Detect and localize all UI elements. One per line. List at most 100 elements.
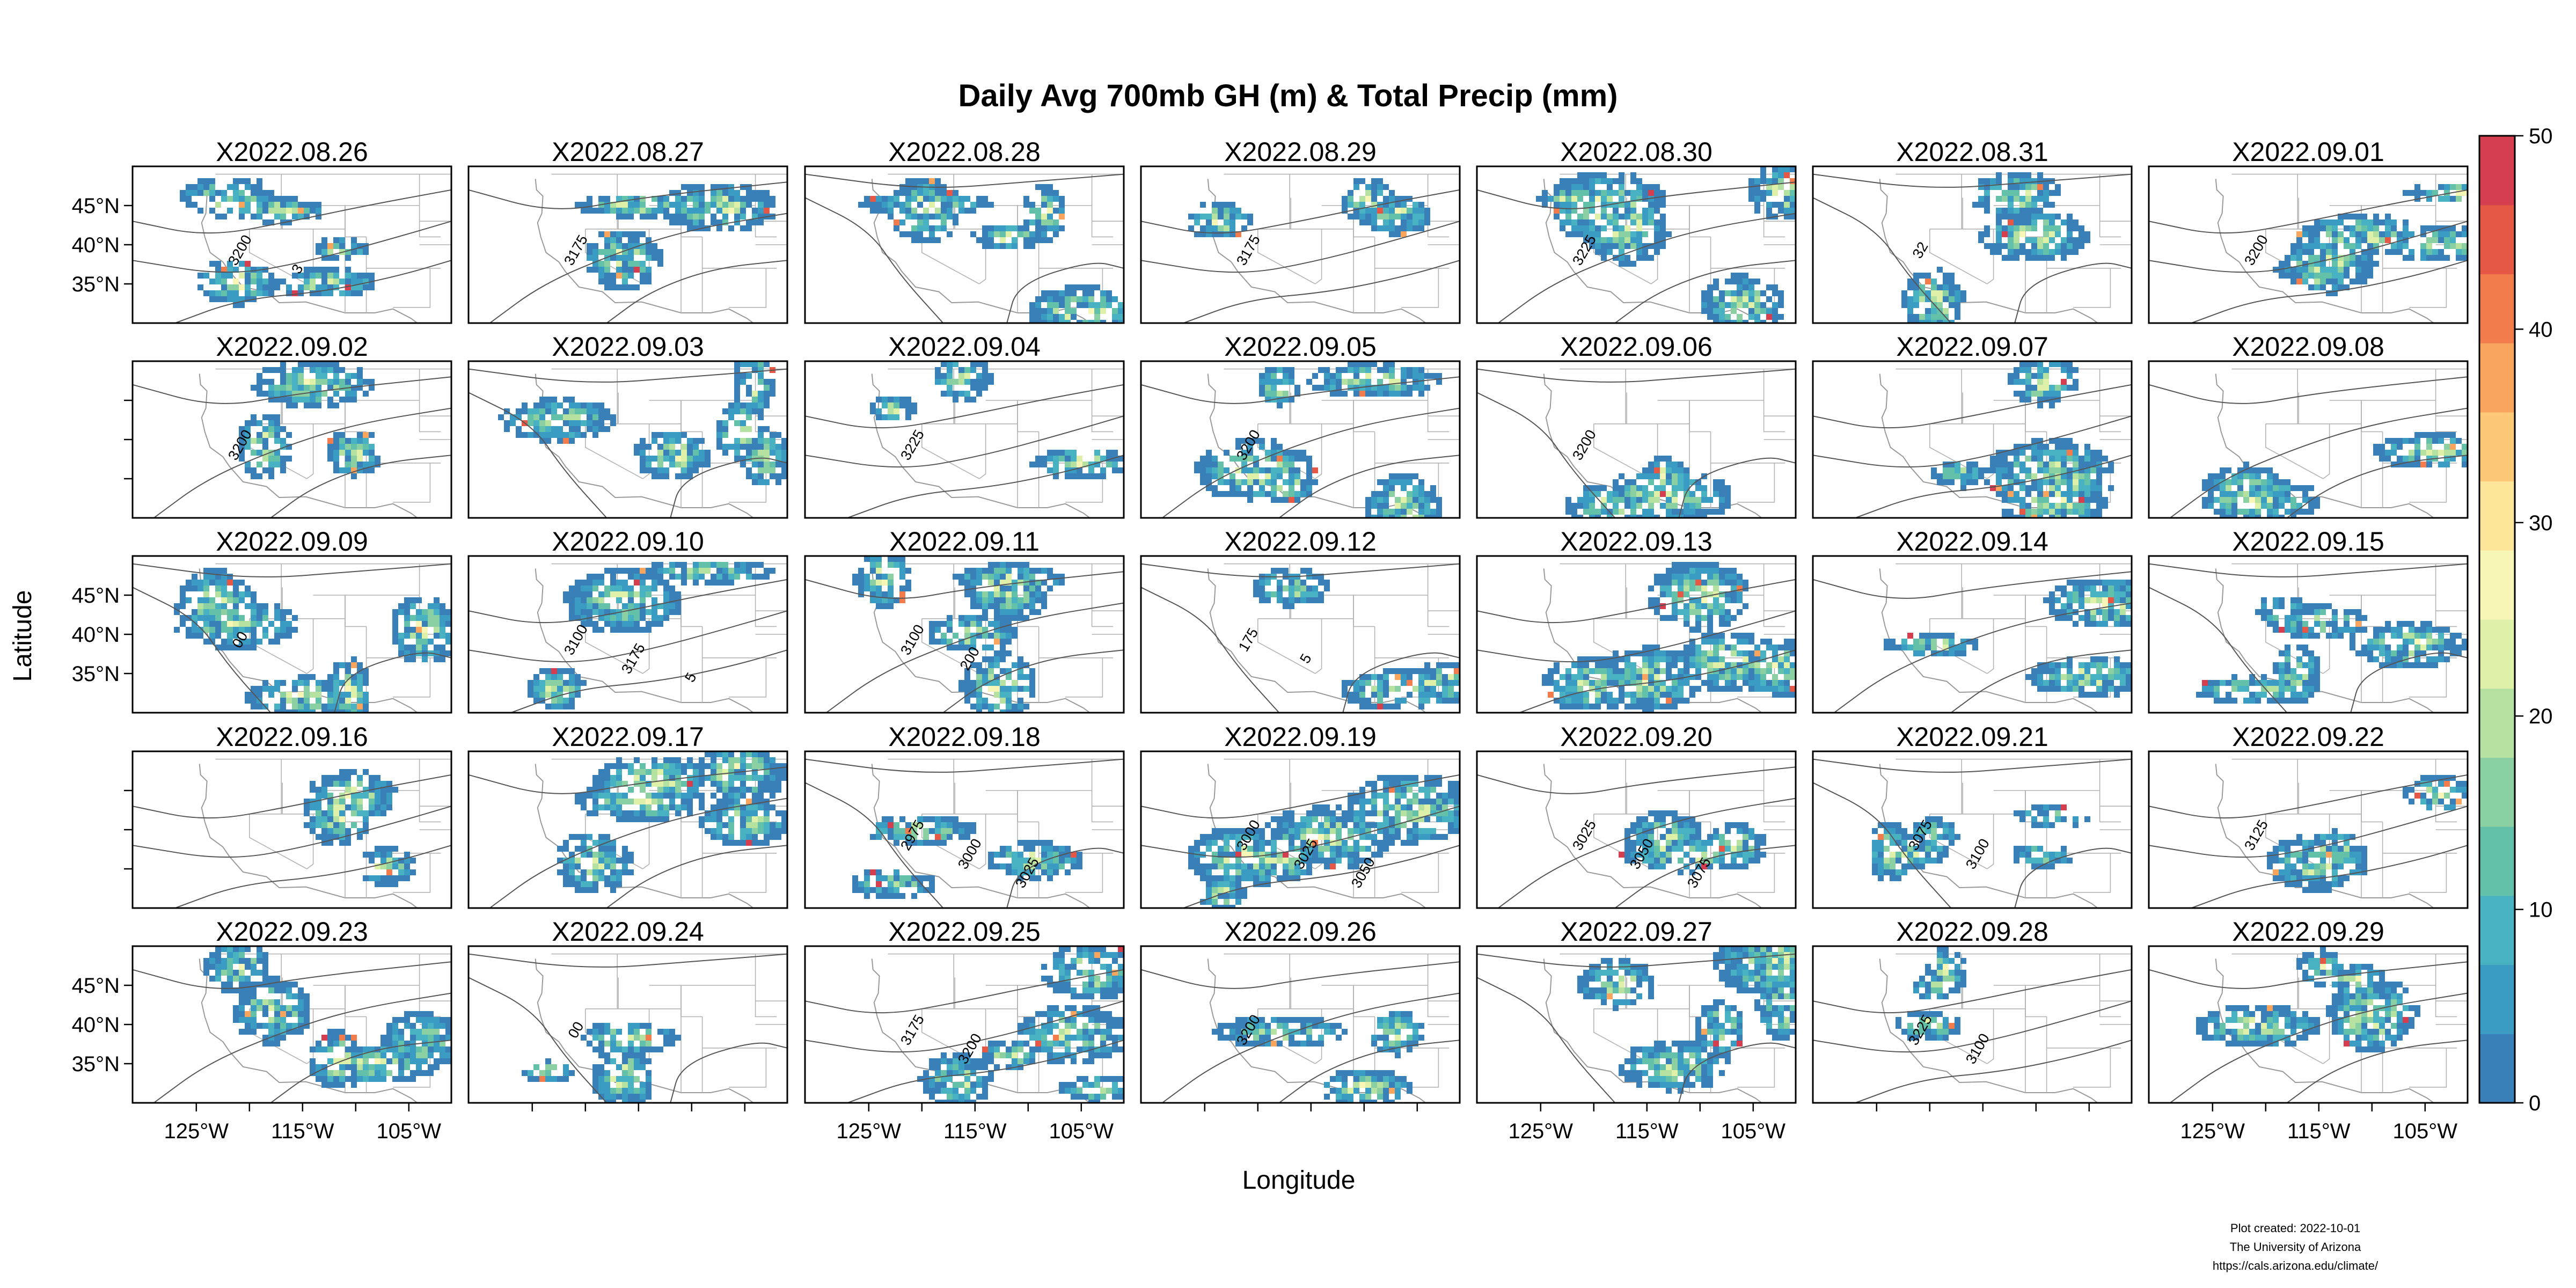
x-tick-label: 125°W: [164, 1119, 229, 1143]
panel-grid: X2022.08.263200345°N40°N35°NX2022.08.273…: [72, 137, 2469, 1143]
x-tick-label: 105°W: [2393, 1119, 2458, 1143]
panel-title: X2022.08.29: [1224, 137, 1377, 167]
colorbar-swatch: [2479, 895, 2515, 931]
panel-title: X2022.09.22: [2232, 722, 2384, 752]
gh-contours: [805, 384, 1124, 518]
panel-title: X2022.08.28: [888, 137, 1041, 167]
panel: X2022.09.29 125°W 115°W 105°W: [2148, 917, 2469, 1143]
precip-field: [1194, 361, 1442, 518]
panel: X2022.09.03: [467, 332, 788, 519]
precip-field: [203, 946, 451, 1088]
colorbar-swatch: [2479, 654, 2515, 689]
panel: X2022.09.08: [2148, 332, 2469, 519]
y-tick-label: 45°N: [72, 974, 120, 998]
panel-frame: [467, 945, 788, 1104]
panel-frame: [1140, 555, 1461, 714]
panel-title: X2022.08.30: [1560, 137, 1713, 167]
colorbar-swatch: [2479, 723, 2515, 758]
panel-title: X2022.09.20: [1560, 722, 1713, 752]
panel-title: X2022.09.25: [888, 917, 1041, 947]
panel-title: X2022.09.04: [888, 332, 1041, 362]
precip-field: [575, 184, 775, 290]
y-tick-label: 40°N: [72, 1013, 120, 1037]
colorbar-swatch: [2479, 1068, 2515, 1103]
panel-title: X2022.09.15: [2232, 526, 2384, 557]
state-borders: [535, 368, 787, 518]
colorbar-swatch: [2479, 239, 2515, 275]
colorbar-swatch: [2479, 826, 2515, 862]
x-tick-label: 115°W: [2287, 1119, 2351, 1143]
panel-title: X2022.09.26: [1224, 917, 1377, 947]
precip-field: [1565, 456, 1731, 518]
colorbar-swatch: [2479, 792, 2515, 827]
state-borders: [1543, 368, 1796, 518]
panel-title: X2022.09.28: [1896, 917, 2048, 947]
y-tick-label: 35°N: [72, 1052, 120, 1076]
gh-contours: [469, 953, 787, 1103]
panel-frame: [1140, 360, 1461, 519]
precip-field: [304, 769, 416, 887]
precip-field: [1212, 1011, 1424, 1103]
panel-frame: [1812, 750, 2133, 909]
colorbar-tick-label: 30: [2529, 511, 2553, 535]
colorbar-swatch: [2479, 412, 2515, 447]
panel-frame: [2148, 555, 2469, 714]
panel: X2022.09.14: [1812, 526, 2133, 714]
gh-contours: [469, 766, 787, 908]
panel-frame: [1812, 945, 2133, 1104]
colorbar-swatch: [2479, 584, 2515, 620]
precip-field: [1577, 946, 1796, 1094]
precip-field: [1188, 178, 1430, 237]
colorbar-swatch: [2479, 964, 2515, 1000]
panel-frame: [2148, 750, 2469, 909]
gh-contours: [1813, 571, 2132, 713]
colorbar-swatch: [2479, 170, 2515, 206]
x-tick-label: 125°W: [2180, 1119, 2245, 1143]
panel-title: X2022.08.31: [1896, 137, 2048, 167]
y-tick-label: 45°N: [72, 194, 120, 218]
panel: X2022.09.27 125°W 115°W 105°W: [1476, 917, 1797, 1143]
precip-field: [180, 178, 375, 308]
gh-contours: [805, 571, 1124, 713]
colorbar-swatch: [2479, 274, 2515, 309]
gh-contours: [469, 368, 787, 518]
y-tick-label: 40°N: [72, 623, 120, 647]
colorbar-tick-label: 0: [2529, 1092, 2541, 1115]
gh-contours: [133, 189, 451, 323]
panel-title: X2022.09.02: [216, 332, 368, 362]
gh-contours: [2149, 563, 2468, 713]
colorbar-swatch: [2479, 619, 2515, 654]
gh-contours: [1477, 579, 1796, 713]
gh-contours: [133, 961, 451, 1103]
panel-frame: [1476, 360, 1797, 519]
colorbar-tick-label: 50: [2529, 125, 2553, 148]
colorbar-swatch: [2479, 688, 2515, 723]
y-tick-label: 35°N: [72, 273, 120, 296]
colorbar-swatch: [2479, 515, 2515, 551]
panel-title: X2022.09.01: [2232, 137, 2384, 167]
panel: X2022.09.13: [1476, 526, 1797, 714]
panel-frame: [1140, 750, 1461, 909]
panel-frame: [1476, 945, 1797, 1104]
panel-frame: [804, 750, 1125, 909]
panel-frame: [1476, 555, 1797, 714]
y-axis-title: Latitude: [9, 590, 37, 682]
panel-frame: [804, 945, 1125, 1104]
panel-title: X2022.09.13: [1560, 526, 1713, 557]
colorbar-tick-label: 20: [2529, 705, 2553, 728]
panel-title: X2022.09.21: [1896, 722, 2048, 752]
panel-frame: [1812, 165, 2133, 324]
panel-title: X2022.09.05: [1224, 332, 1377, 362]
gh-contours: [133, 563, 451, 713]
panel-title: X2022.09.24: [552, 917, 704, 947]
panel-title: X2022.09.06: [1560, 332, 1713, 362]
panel-title: X2022.09.08: [2232, 332, 2384, 362]
y-tick-label: 35°N: [72, 662, 120, 686]
